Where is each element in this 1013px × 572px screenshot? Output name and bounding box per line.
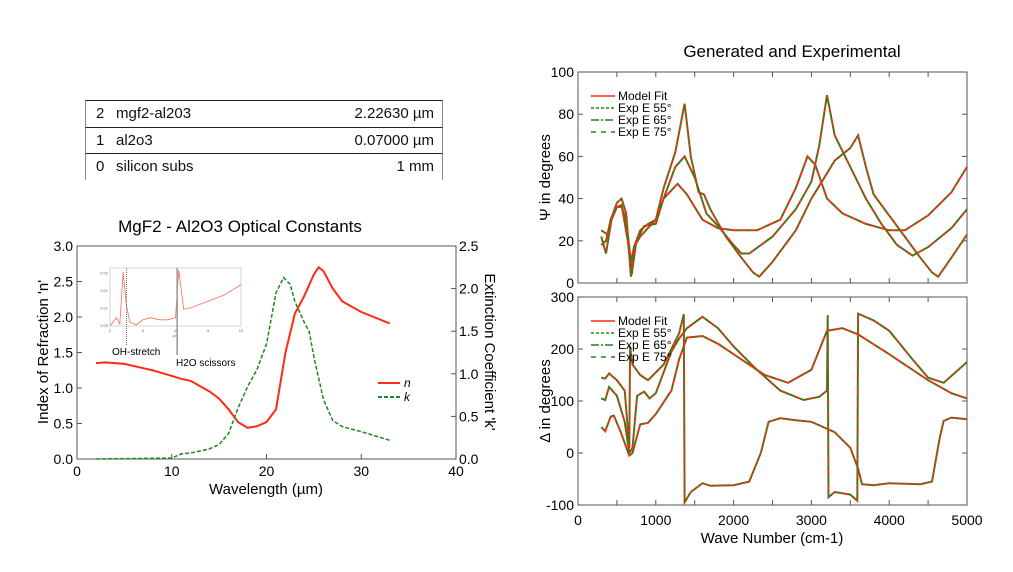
layer-index: 1 [96, 131, 105, 149]
y2-tick-label: 0.5 [459, 408, 479, 424]
inset-frame [109, 267, 242, 327]
x-tick-label: 30 [353, 463, 369, 479]
legend-label: Exp E 65° [618, 338, 672, 352]
y-tick-label: 40 [558, 191, 574, 207]
experimental-curve [601, 314, 968, 506]
legend-label: Exp E 65° [618, 113, 672, 127]
x-tick-label: 40 [448, 463, 464, 479]
inset-x-tick-label: 10 [239, 328, 244, 333]
legend-label: Exp E 75° [618, 125, 672, 139]
layer-thickness: 1 mm [396, 158, 435, 175]
layer-thickness: 2.22630 µm [354, 105, 434, 122]
y-tick-label: 0.5 [54, 416, 74, 432]
y-tick-label: -100 [546, 497, 574, 513]
chart-title: MgF2 - Al2O3 Optical Constants [118, 217, 362, 236]
layer-name: al2o3 [116, 131, 153, 149]
x-tick-label: 20 [259, 463, 275, 479]
y2-tick-label: 2.0 [459, 281, 479, 297]
y-tick-label: 1.0 [54, 380, 74, 396]
y-tick-label: 100 [551, 393, 575, 409]
layer-row[interactable]: 2 mgf2-al203 2.22630 µm [85, 100, 443, 128]
legend-label: Model Fit [618, 89, 668, 103]
y2-tick-label: 1.0 [459, 366, 479, 382]
y-tick-label: 60 [558, 148, 574, 164]
annotation-oh-stretch: OH-stretch [112, 347, 160, 358]
layer-row[interactable]: 1 al2o3 0.07000 µm [85, 127, 443, 154]
y-tick-label: 0 [566, 275, 574, 291]
layer-stack-table: 2 mgf2-al203 2.22630 µm 1 al2o3 0.07000 µm 0 si… [85, 100, 443, 180]
inset-y-tick-label: 0.01 [100, 288, 109, 293]
legend-label-k: k [404, 390, 411, 404]
x-tick-label: 1000 [640, 512, 671, 528]
y-axis-label: Ψ in degrees [537, 134, 554, 221]
x-tick-label: 0 [574, 512, 582, 528]
legend-label-n: n [404, 376, 411, 390]
y2-tick-label: 1.5 [459, 323, 479, 339]
experimental-curve [601, 312, 968, 503]
inset-y-tick-label: 0.01 [100, 305, 109, 310]
layer-row[interactable]: 0 silicon subs 1 mm [85, 154, 443, 180]
y2-tick-label: 0.0 [459, 451, 479, 467]
layer-name: silicon subs [116, 158, 194, 175]
inset-x-tick-label: 4 [142, 328, 145, 333]
x-axis-label: Wave Number (cm-1) [701, 530, 844, 547]
y2-tick-label: 2.5 [459, 238, 479, 254]
legend-label: Model Fit [618, 314, 668, 328]
x-tick-label: 4000 [874, 512, 905, 528]
chart-title: Generated and Experimental [683, 42, 900, 61]
inset-x-tick-label: 6 [174, 328, 177, 333]
y-tick-label: 0.0 [54, 451, 74, 467]
layer-index: 0 [96, 158, 105, 175]
layer-thickness: 0.07000 µm [354, 131, 434, 149]
y-tick-label: 200 [551, 341, 575, 357]
x-tick-label: 5000 [951, 512, 982, 528]
y-axis-label: Δ in degrees [537, 359, 554, 442]
series-line-n [95, 265, 391, 429]
y2-axis-label: Extinction Coefficient 'k' [481, 273, 498, 430]
series-line-k [95, 276, 390, 460]
inset-x-label: µm [173, 333, 179, 338]
psi-chart: Generated and Experimental 0 20 40 60 80 100 Ψ … [537, 42, 968, 291]
layer-index: 2 [96, 105, 105, 122]
x-tick-label: 10 [164, 463, 180, 479]
y-tick-label: 20 [558, 233, 574, 249]
legend-label: Exp E 55° [618, 326, 672, 340]
y-tick-label: 2.0 [54, 309, 74, 325]
inset-curve [109, 270, 242, 327]
y-tick-label: 300 [551, 289, 575, 305]
experimental-curve [600, 327, 968, 457]
annotation-h2o-scissors: H2O scissors [176, 358, 235, 369]
x-axis-label: Wavelength (µm) [209, 481, 323, 498]
x-tick-label: 3000 [796, 512, 827, 528]
legend-label: Exp E 55° [618, 101, 672, 115]
inset-x-tick-label: 2 [109, 328, 112, 333]
y-tick-label: 100 [551, 64, 575, 80]
y-tick-label: 2.5 [54, 274, 74, 290]
y-axis-label: Index of Refraction 'n' [35, 280, 52, 424]
experimental-curve [600, 154, 968, 263]
y-tick-label: 0 [566, 445, 574, 461]
x-tick-label: 2000 [718, 512, 749, 528]
legend-label: Exp E 75° [618, 350, 672, 364]
x-tick-label: 0 [73, 463, 81, 479]
inset-x-tick-label: 8 [207, 328, 210, 333]
y-tick-label: 3.0 [54, 238, 74, 254]
inset-y-tick-label: 0.02 [100, 270, 109, 275]
y-tick-label: 1.5 [54, 345, 74, 361]
layer-name: mgf2-al203 [116, 105, 192, 122]
y-tick-label: 80 [558, 106, 574, 122]
inset-y-tick-label: 0.00 [100, 323, 109, 328]
